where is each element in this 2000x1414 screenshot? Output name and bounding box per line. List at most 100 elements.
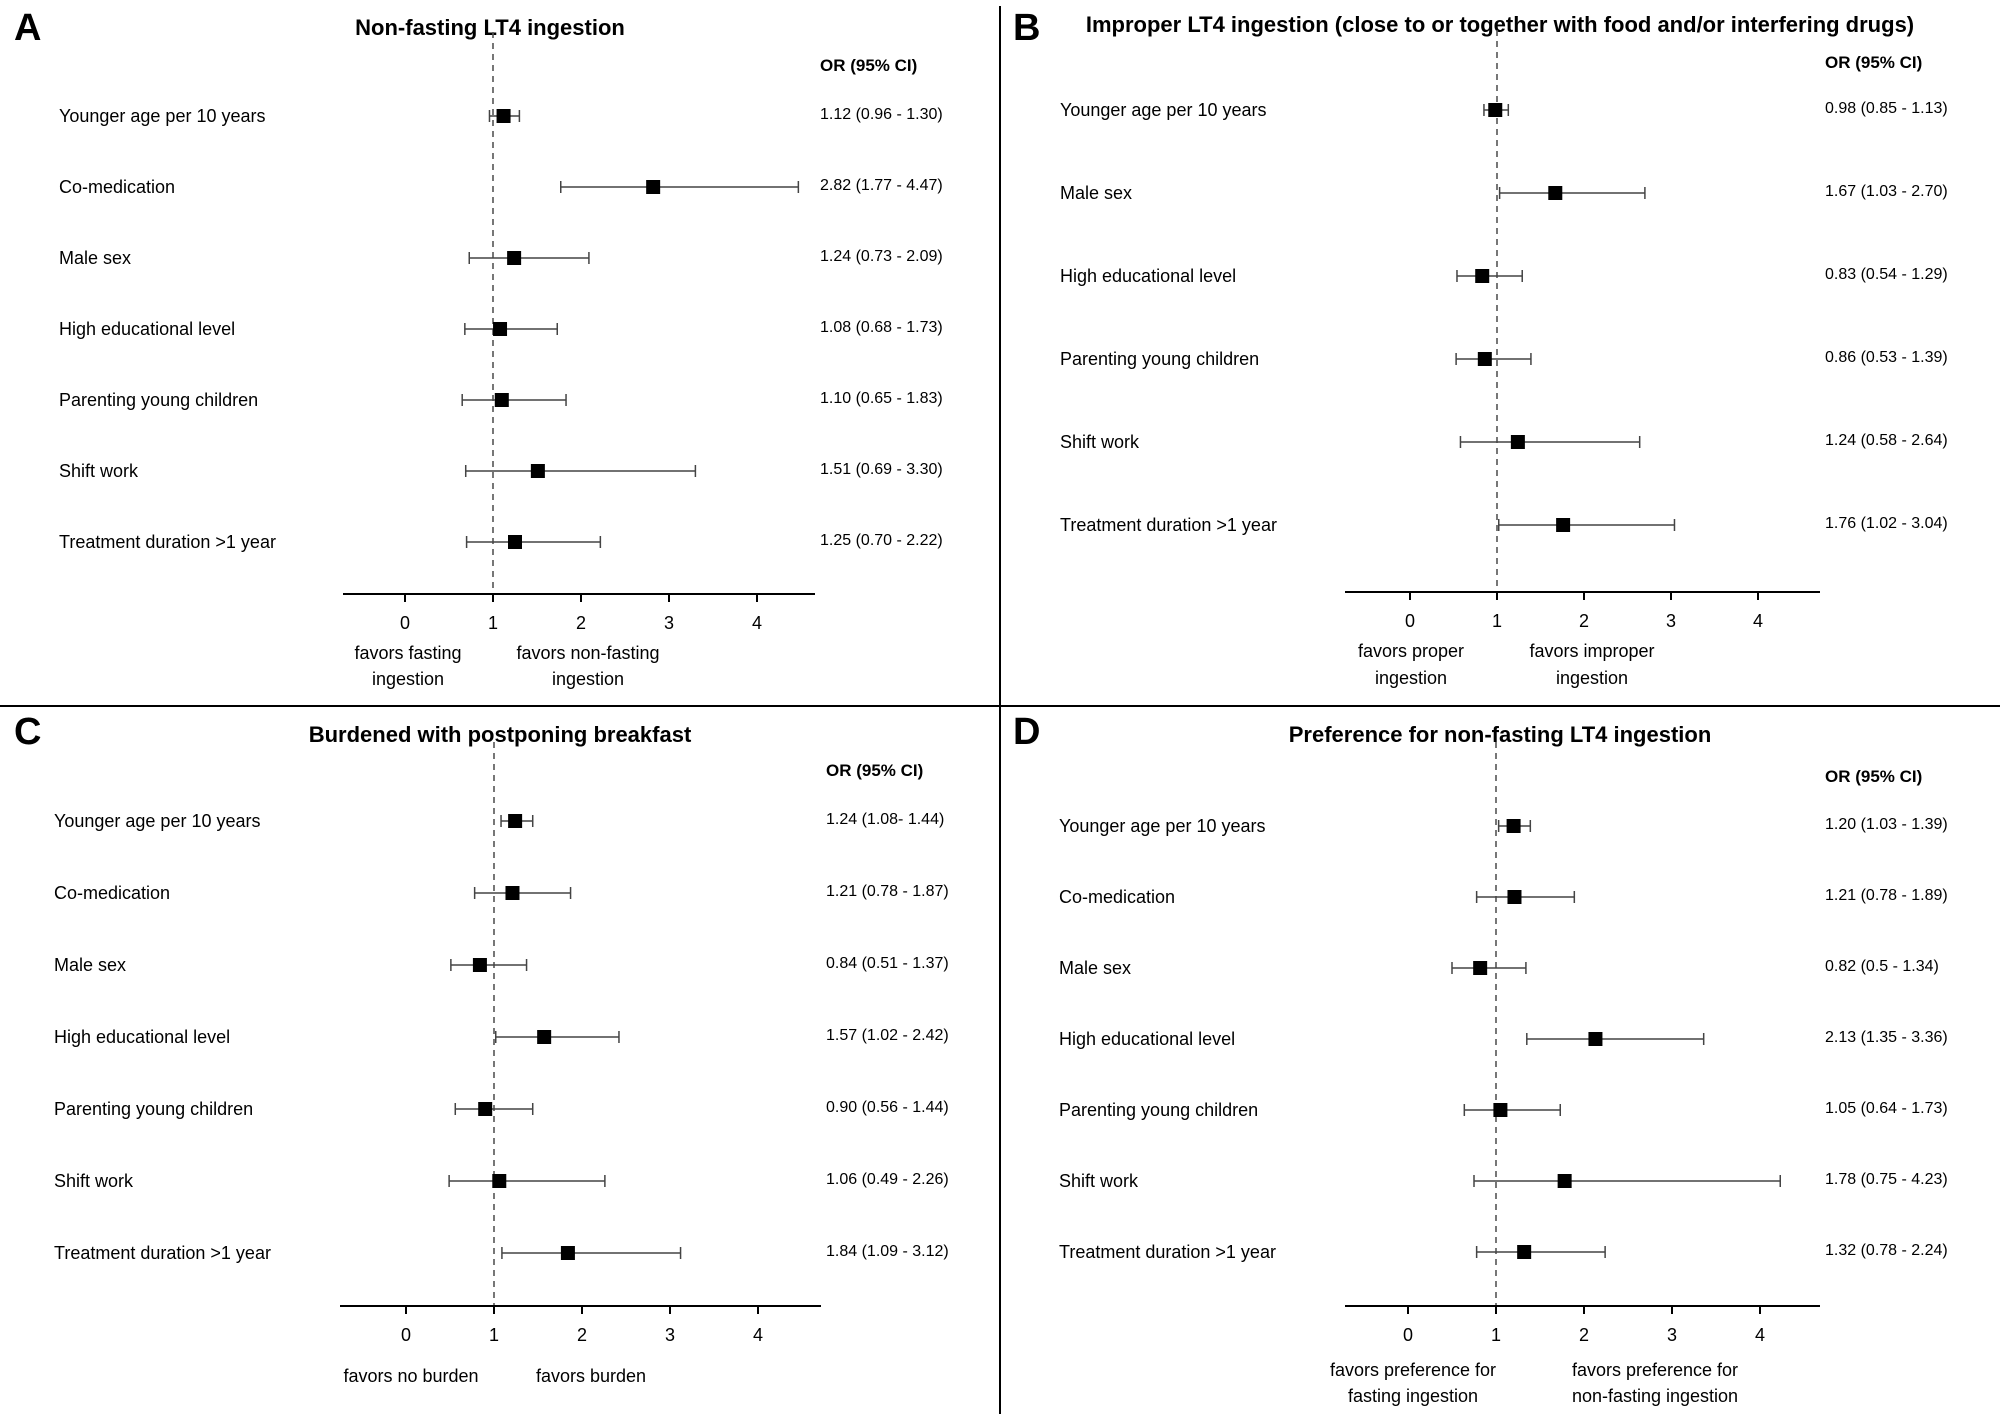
x-tick-label: 0 xyxy=(1405,611,1415,631)
row-label: Treatment duration >1 year xyxy=(1059,1242,1276,1262)
odds-ratio-point xyxy=(1556,518,1571,532)
row-label: Parenting young children xyxy=(54,1099,253,1119)
odds-ratio-point xyxy=(537,1030,552,1044)
odds-ratio-point xyxy=(1493,1103,1508,1117)
x-tick-label: 4 xyxy=(753,1325,763,1345)
odds-ratio-point xyxy=(493,322,508,336)
forest-panel-a: A Non-fasting LT4 ingestion OR (95% CI) You… xyxy=(14,7,943,689)
panel-title: Burdened with postponing breakfast xyxy=(309,722,692,747)
or-ci-value: 0.90 (0.56 - 1.44) xyxy=(826,1099,949,1116)
panel-letter: B xyxy=(1013,7,1040,49)
favors-right-label: favors non-fasting xyxy=(516,643,659,663)
or-ci-value: 1.78 (0.75 - 4.23) xyxy=(1825,1171,1948,1188)
favors-left-label: favors no burden xyxy=(343,1366,478,1386)
or-ci-value: 0.84 (0.51 - 1.37) xyxy=(826,955,949,972)
x-tick-label: 2 xyxy=(577,1325,587,1345)
panel-title: Non-fasting LT4 ingestion xyxy=(355,15,625,40)
odds-ratio-point xyxy=(1473,961,1488,975)
favors-left-label: ingestion xyxy=(1375,668,1447,688)
row-label: High educational level xyxy=(59,319,235,339)
x-tick-label: 2 xyxy=(576,613,586,633)
or-column-header: OR (95% CI) xyxy=(1825,53,1922,72)
x-tick-label: 2 xyxy=(1579,1325,1589,1345)
row-label: Shift work xyxy=(59,461,139,481)
or-ci-value: 0.98 (0.85 - 1.13) xyxy=(1825,100,1948,117)
row-label: Treatment duration >1 year xyxy=(54,1243,271,1263)
odds-ratio-point xyxy=(1488,103,1503,117)
odds-ratio-point xyxy=(478,1102,493,1116)
or-ci-value: 2.82 (1.77 - 4.47) xyxy=(820,177,943,194)
panel-letter: D xyxy=(1013,711,1040,753)
odds-ratio-point xyxy=(505,886,520,900)
forest-panel-c: C Burdened with postponing breakfast OR (9… xyxy=(14,711,949,1386)
x-tick-label: 4 xyxy=(1753,611,1763,631)
row-label: High educational level xyxy=(54,1027,230,1047)
odds-ratio-point xyxy=(1475,269,1490,283)
odds-ratio-point xyxy=(646,180,661,194)
row-label: Co-medication xyxy=(1059,887,1175,907)
row-label: Younger age per 10 years xyxy=(59,106,266,126)
row-label: Younger age per 10 years xyxy=(1060,100,1267,120)
row-label: Treatment duration >1 year xyxy=(59,532,276,552)
row-label: Treatment duration >1 year xyxy=(1060,515,1277,535)
favors-right-label: ingestion xyxy=(1556,668,1628,688)
x-tick-label: 4 xyxy=(752,613,762,633)
row-label: Male sex xyxy=(59,248,131,268)
x-tick-label: 0 xyxy=(400,613,410,633)
or-ci-value: 1.06 (0.49 - 2.26) xyxy=(826,1171,949,1188)
odds-ratio-point xyxy=(560,1246,575,1260)
row-label: High educational level xyxy=(1059,1029,1235,1049)
or-ci-value: 1.21 (0.78 - 1.89) xyxy=(1825,887,1948,904)
favors-left-label: favors preference for xyxy=(1330,1360,1496,1380)
row-label: Parenting young children xyxy=(1060,349,1259,369)
favors-right-label: favors improper xyxy=(1529,641,1654,661)
row-label: Younger age per 10 years xyxy=(54,811,261,831)
row-label: Male sex xyxy=(1060,183,1132,203)
panel-title: Improper LT4 ingestion (close to or toge… xyxy=(1086,12,1914,37)
odds-ratio-point xyxy=(492,1174,507,1188)
favors-right-label: favors burden xyxy=(536,1366,646,1386)
row-label: Shift work xyxy=(1059,1171,1139,1191)
or-ci-value: 1.24 (0.73 - 2.09) xyxy=(820,248,943,265)
or-ci-value: 1.10 (0.65 - 1.83) xyxy=(820,390,943,407)
or-ci-value: 1.05 (0.64 - 1.73) xyxy=(1825,1100,1948,1117)
x-tick-label: 3 xyxy=(1667,1325,1677,1345)
row-label: Parenting young children xyxy=(1059,1100,1258,1120)
or-ci-value: 1.21 (0.78 - 1.87) xyxy=(826,883,949,900)
odds-ratio-point xyxy=(1557,1174,1572,1188)
odds-ratio-point xyxy=(1506,819,1521,833)
x-tick-label: 1 xyxy=(488,613,498,633)
or-column-header: OR (95% CI) xyxy=(1825,767,1922,786)
or-ci-value: 1.57 (1.02 - 2.42) xyxy=(826,1027,949,1044)
x-tick-label: 0 xyxy=(401,1325,411,1345)
row-label: Co-medication xyxy=(59,177,175,197)
favors-left-label: favors fasting xyxy=(354,643,461,663)
x-tick-label: 3 xyxy=(1666,611,1676,631)
x-tick-label: 3 xyxy=(664,613,674,633)
panel-letter: A xyxy=(14,7,41,49)
or-ci-value: 1.24 (0.58 - 2.64) xyxy=(1825,432,1948,449)
odds-ratio-point xyxy=(1548,186,1563,200)
favors-right-label: non-fasting ingestion xyxy=(1572,1386,1738,1406)
x-tick-label: 4 xyxy=(1755,1325,1765,1345)
row-label: Parenting young children xyxy=(59,390,258,410)
odds-ratio-point xyxy=(1588,1032,1603,1046)
row-label: Co-medication xyxy=(54,883,170,903)
odds-ratio-point xyxy=(1517,1245,1532,1259)
x-tick-label: 2 xyxy=(1579,611,1589,631)
or-ci-value: 1.76 (1.02 - 3.04) xyxy=(1825,515,1948,532)
x-tick-label: 1 xyxy=(1492,611,1502,631)
favors-right-label: favors preference for xyxy=(1572,1360,1738,1380)
panel-title: Preference for non-fasting LT4 ingestion xyxy=(1289,722,1712,747)
forest-panel-d: D Preference for non-fasting LT4 ingestio… xyxy=(1013,711,1948,1406)
odds-ratio-point xyxy=(530,464,545,478)
odds-ratio-point xyxy=(1507,890,1522,904)
odds-ratio-point xyxy=(472,958,487,972)
row-label: Shift work xyxy=(1060,432,1140,452)
odds-ratio-point xyxy=(494,393,509,407)
x-tick-label: 1 xyxy=(489,1325,499,1345)
or-ci-value: 0.86 (0.53 - 1.39) xyxy=(1825,349,1948,366)
or-ci-value: 0.82 (0.5 - 1.34) xyxy=(1825,958,1939,975)
row-label: Male sex xyxy=(54,955,126,975)
